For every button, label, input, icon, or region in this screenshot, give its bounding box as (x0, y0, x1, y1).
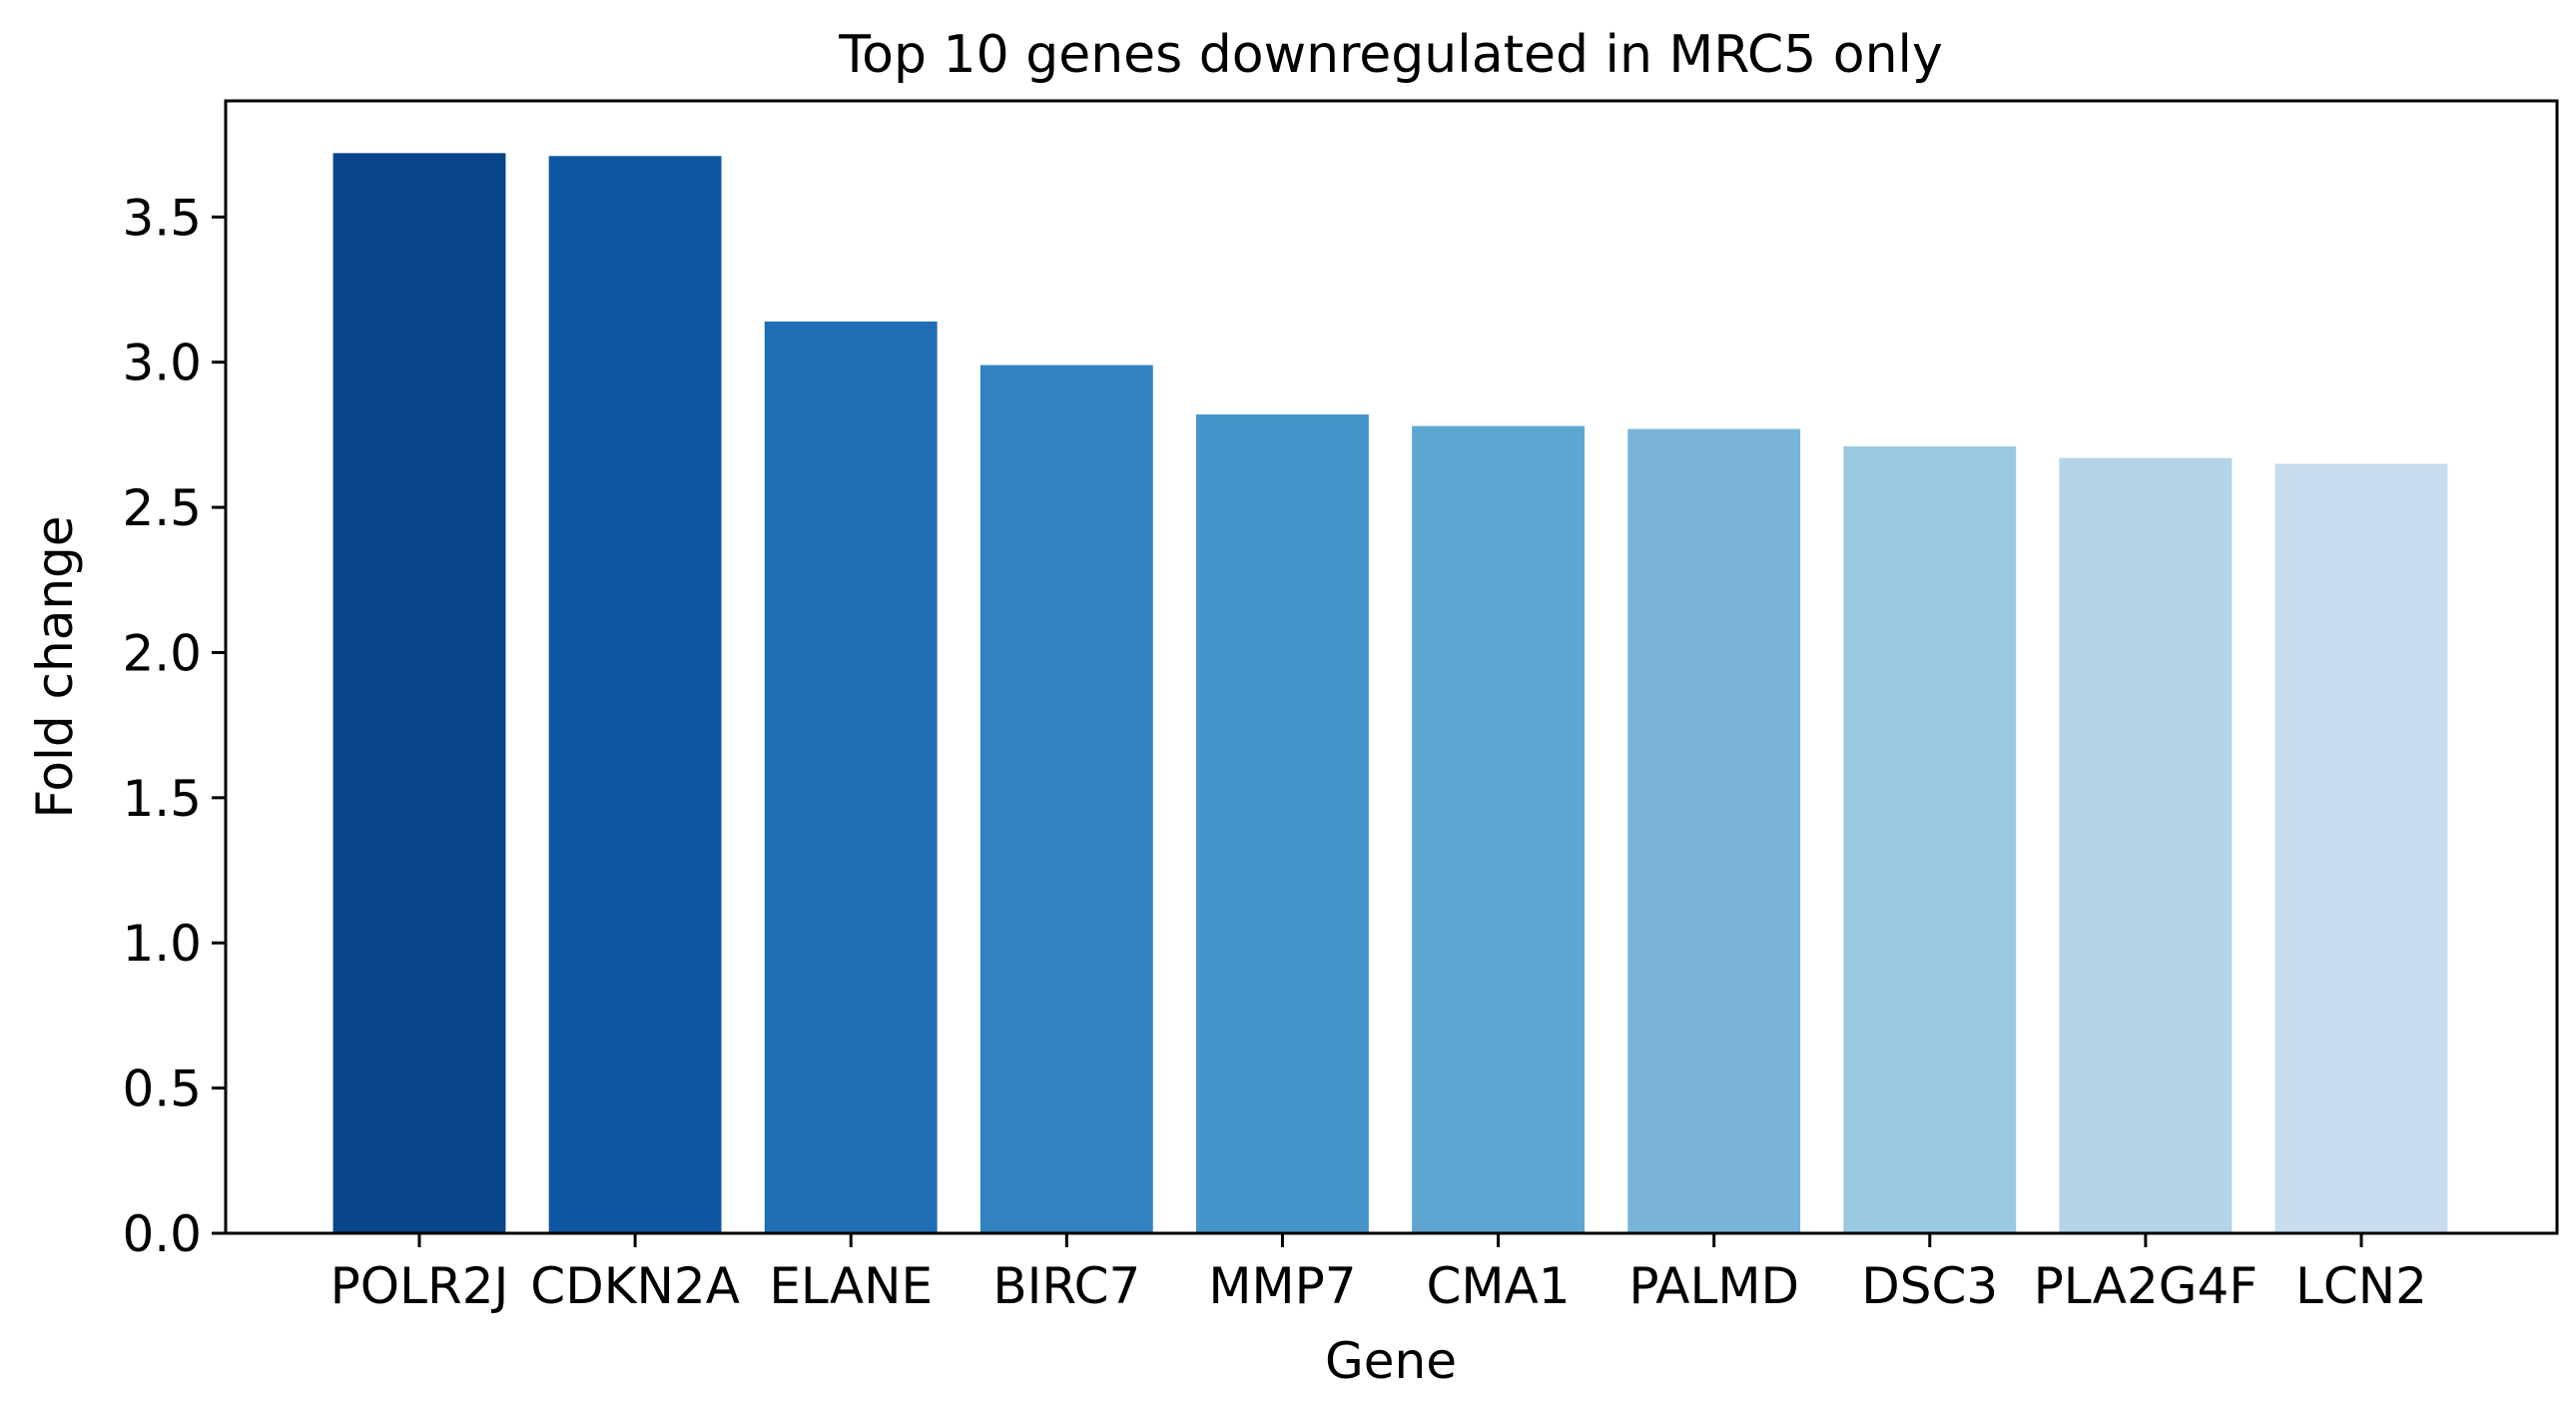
bar-palmd (1627, 428, 1801, 1234)
bar-dsc3 (1843, 446, 2017, 1233)
y-tick-label: 0.0 (122, 1205, 202, 1263)
x-axis-label: Gene (1325, 1332, 1457, 1390)
y-tick-label: 1.0 (122, 915, 202, 973)
bar-mmp7 (1196, 414, 1369, 1233)
bar-birc7 (979, 364, 1153, 1234)
y-tick-label: 2.0 (122, 624, 202, 682)
bar-pla2g4f (2059, 457, 2233, 1234)
chart-title: Top 10 genes downregulated in MRC5 only (838, 25, 1943, 85)
y-axis-label: Fold change (26, 515, 84, 818)
plot-frame (224, 99, 2559, 1235)
x-tick-label: POLR2J (330, 1257, 509, 1315)
bar-polr2j (332, 153, 506, 1233)
x-tick-label: BIRC7 (992, 1257, 1140, 1315)
bar-cma1 (1412, 425, 1585, 1234)
y-tick-label: 3.5 (122, 189, 202, 247)
x-tick-label: DSC3 (1861, 1257, 1998, 1315)
bars-group (332, 153, 2448, 1234)
x-tick-label: MMP7 (1208, 1257, 1356, 1315)
x-tick-label: LCN2 (2295, 1257, 2427, 1315)
x-tick-label: CDKN2A (530, 1257, 740, 1315)
y-axis: 0.0 0.5 1.0 1.5 2.0 2.5 3.0 3.5 (122, 189, 226, 1263)
x-axis: POLR2J CDKN2A ELANE BIRC7 MMP7 CMA1 PALMD DSC3 P… (330, 1233, 2427, 1315)
x-tick-label: ELANE (769, 1257, 933, 1315)
x-tick-label: PALMD (1628, 1257, 1799, 1315)
y-tick-label: 2.5 (122, 479, 202, 537)
y-tick-label: 3.0 (122, 335, 202, 392)
bar-elane (764, 321, 938, 1233)
x-tick-label: PLA2G4F (2034, 1257, 2258, 1315)
y-tick-label: 0.5 (122, 1061, 202, 1118)
bar-cdkn2a (548, 156, 722, 1234)
x-tick-label: CMA1 (1427, 1257, 1571, 1315)
y-tick-label: 1.5 (122, 770, 202, 828)
bar-lcn2 (2274, 463, 2448, 1233)
